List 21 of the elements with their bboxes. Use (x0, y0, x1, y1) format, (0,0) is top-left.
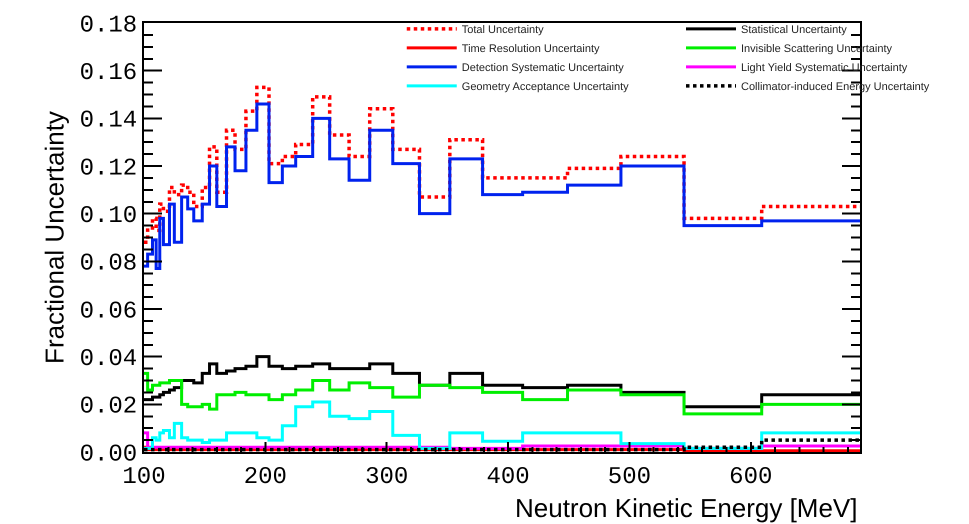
y-tick-label: 0.02 (80, 394, 138, 421)
x-tick-label: 400 (486, 464, 530, 491)
x-tick-label: 200 (244, 464, 287, 491)
x-tick-label: 600 (729, 464, 772, 491)
y-tick-label: 0.14 (80, 108, 138, 135)
y-tick-label: 0.18 (80, 12, 138, 40)
y-tick-label: 0.12 (80, 155, 138, 182)
x-axis-title: Neutron Kinetic Energy [MeV] (515, 493, 858, 523)
legend-label: Total Uncertainty (462, 24, 544, 36)
x-tick-label: 500 (608, 464, 652, 491)
y-tick-label: 0.06 (80, 298, 138, 326)
legend-label: Detection Systematic Uncertainty (462, 62, 624, 74)
legend-label: Time Resolution Uncertainty (462, 43, 600, 56)
legend-label: Statistical Uncertainty (741, 24, 848, 36)
legend-label: Geometry Acceptance Uncertainty (462, 81, 630, 94)
y-tick-label: 0.10 (80, 203, 138, 230)
y-tick-label: 0.08 (80, 250, 138, 278)
x-tick-label: 300 (365, 464, 408, 491)
y-tick-label: 0.04 (80, 346, 138, 374)
y-axis-title: Fractional Uncertainty (39, 111, 70, 364)
y-tick-label: 0.16 (80, 60, 138, 88)
